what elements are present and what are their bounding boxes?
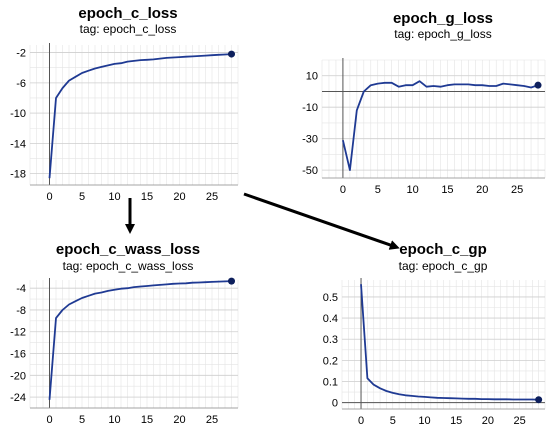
y-tick-label: -50 xyxy=(302,165,318,177)
x-tick-label: 15 xyxy=(141,414,153,426)
x-tick-label: 25 xyxy=(514,415,526,427)
last-point-marker xyxy=(228,277,235,285)
y-tick-label: -4 xyxy=(16,283,26,295)
x-tick-label: 5 xyxy=(79,414,85,426)
series-line xyxy=(360,284,539,401)
y-tick-label: -30 xyxy=(302,134,318,146)
x-tick-label: 20 xyxy=(476,184,488,196)
x-tick-label: 10 xyxy=(418,415,430,427)
x-tick-label: 0 xyxy=(46,414,52,426)
x-tick-label: 20 xyxy=(173,414,185,426)
chart-tag: tag: epoch_g_loss xyxy=(394,27,491,41)
x-tick-label: 25 xyxy=(511,184,523,196)
last-point-marker xyxy=(228,50,235,58)
y-tick-label: 0.2 xyxy=(323,355,338,367)
y-tick-label: -10 xyxy=(10,108,26,120)
chart-title: epoch_c_loss xyxy=(78,5,177,22)
x-tick-label: 25 xyxy=(206,191,218,203)
x-tick-label: 0 xyxy=(358,415,364,427)
y-tick-label: 0.1 xyxy=(323,377,338,389)
x-tick-label: 0 xyxy=(340,184,346,196)
y-tick-label: -14 xyxy=(10,138,26,150)
x-tick-label: 5 xyxy=(375,184,381,196)
arrow-diagonal xyxy=(243,192,400,250)
x-tick-label: 10 xyxy=(406,184,418,196)
chart-title: epoch_c_wass_loss xyxy=(56,241,200,258)
chart-title: epoch_c_gp xyxy=(399,241,487,258)
x-tick-label: 0 xyxy=(46,191,52,203)
x-tick-label: 15 xyxy=(441,184,453,196)
y-tick-label: -18 xyxy=(10,169,26,181)
y-tick-label: -8 xyxy=(16,305,26,317)
x-tick-label: 15 xyxy=(141,191,153,203)
x-tick-label: 10 xyxy=(108,191,120,203)
y-tick-label: 10 xyxy=(306,71,318,83)
chart-title: epoch_g_loss xyxy=(393,10,493,27)
y-tick-label: 0.4 xyxy=(323,313,338,325)
last-point-marker xyxy=(535,396,543,404)
x-tick-label: 10 xyxy=(108,414,120,426)
y-tick-label: 0 xyxy=(332,398,338,410)
x-tick-label: 25 xyxy=(206,414,218,426)
y-tick-label: -20 xyxy=(10,370,26,382)
y-tick-label: 0.5 xyxy=(323,292,338,304)
y-tick-label: -12 xyxy=(10,327,26,339)
y-tick-label: 0.3 xyxy=(323,334,338,346)
chart-tag: tag: epoch_c_wass_loss xyxy=(63,259,194,273)
x-tick-label: 15 xyxy=(450,415,462,427)
chart-tag: tag: epoch_c_loss xyxy=(80,22,177,36)
series-line xyxy=(342,80,539,171)
last-point-marker xyxy=(534,81,542,89)
x-tick-label: 20 xyxy=(173,191,185,203)
series-line xyxy=(48,280,232,400)
x-tick-label: 5 xyxy=(390,415,396,427)
x-tick-label: 20 xyxy=(482,415,494,427)
y-tick-label: -6 xyxy=(16,78,26,90)
y-tick-label: -10 xyxy=(302,102,318,114)
y-tick-label: -2 xyxy=(16,48,26,60)
y-tick-label: -16 xyxy=(10,349,26,361)
x-tick-label: 5 xyxy=(79,191,85,203)
y-tick-label: -24 xyxy=(10,392,26,404)
chart-tag: tag: epoch_c_gp xyxy=(399,259,488,273)
series-line xyxy=(48,53,232,179)
